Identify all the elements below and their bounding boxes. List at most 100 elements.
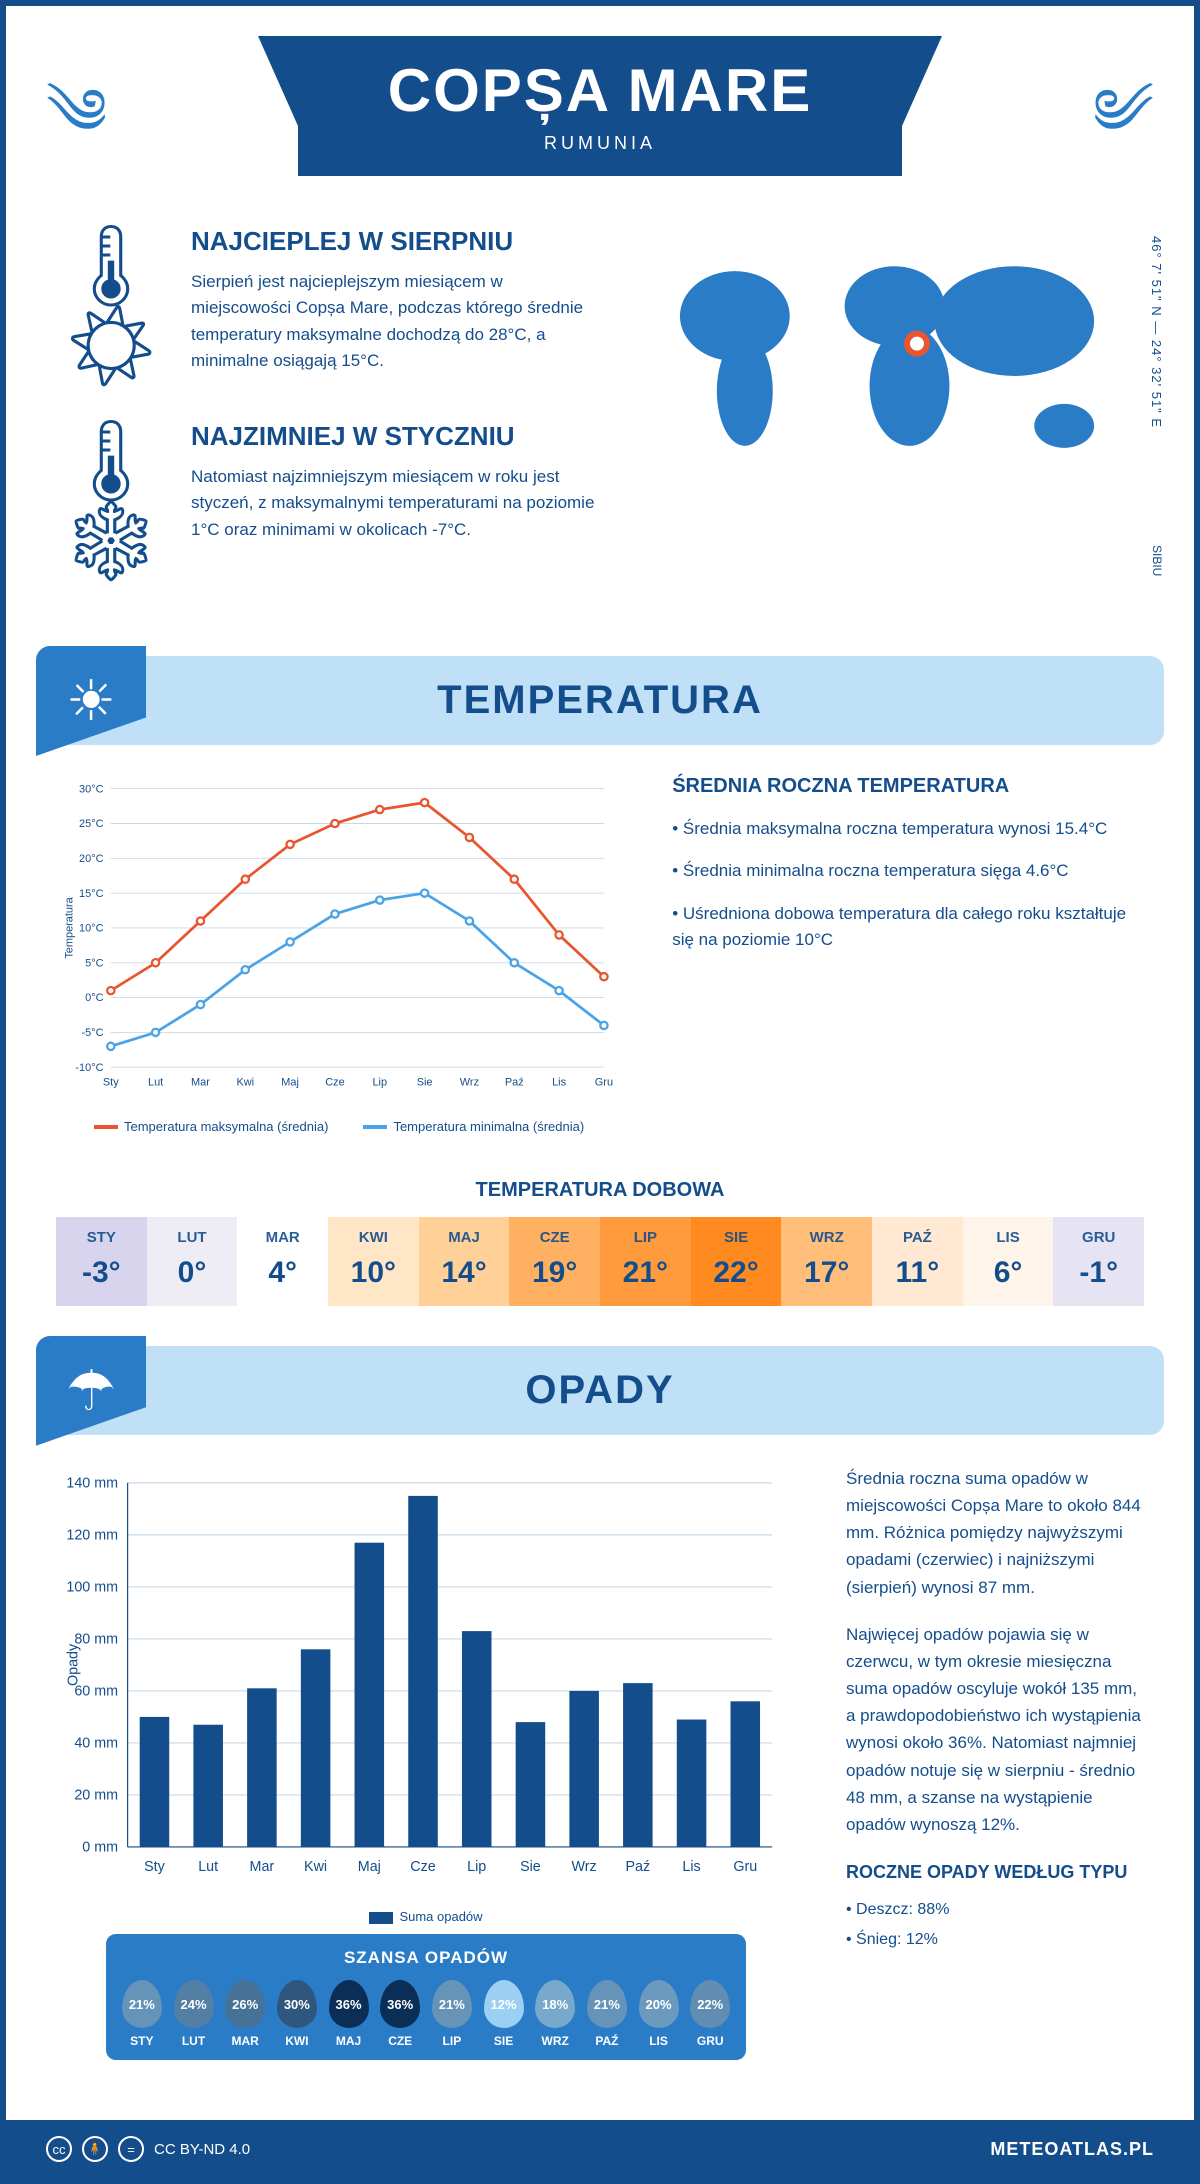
daily-temp-title: TEMPERATURA DOBOWA xyxy=(6,1179,1194,1202)
svg-text:20°C: 20°C xyxy=(79,853,104,865)
footer: cc 🧍 = CC BY-ND 4.0 METEOATLAS.PL xyxy=(6,2120,1194,2178)
daily-cell: LIS6° xyxy=(963,1217,1054,1306)
coordinates: 46° 7' 51" N — 24° 32' 51" E xyxy=(1149,236,1164,428)
chance-cell: 26%MAR xyxy=(219,1980,271,2048)
svg-text:Gru: Gru xyxy=(733,1859,757,1875)
chance-cell: 36%CZE xyxy=(374,1980,426,2048)
section-title: TEMPERATURA xyxy=(36,678,1164,723)
svg-text:10°C: 10°C xyxy=(79,923,104,935)
svg-text:Opady: Opady xyxy=(65,1643,81,1686)
chart-legend: Suma opadów xyxy=(56,1909,796,1924)
summary-text: Najwięcej opadów pojawia się w czerwcu, … xyxy=(846,1621,1144,1839)
daily-cell: LUT0° xyxy=(147,1217,238,1306)
svg-text:Lip: Lip xyxy=(372,1076,387,1088)
daily-cell: MAR4° xyxy=(237,1217,328,1306)
wind-icon: ༄ xyxy=(1093,41,1154,221)
svg-text:Temperatura: Temperatura xyxy=(63,896,75,958)
summary-bullet: Uśredniona dobowa temperatura dla całego… xyxy=(672,901,1144,954)
chart-legend: Temperatura maksymalna (średnia) Tempera… xyxy=(56,1119,622,1134)
svg-text:Cze: Cze xyxy=(410,1859,435,1875)
fact-title: NAJZIMNIEJ W STYCZNIU xyxy=(191,421,605,452)
svg-text:Maj: Maj xyxy=(281,1076,299,1088)
svg-text:60 mm: 60 mm xyxy=(74,1683,118,1699)
by-icon: 🧍 xyxy=(82,2136,108,2162)
svg-text:Paź: Paź xyxy=(505,1076,524,1088)
thermometer-sun-icon: 🌡☀ xyxy=(56,226,166,386)
summary-bullet: Średnia minimalna roczna temperatura się… xyxy=(672,858,1144,884)
svg-text:Kwi: Kwi xyxy=(304,1859,327,1875)
legend-item: Temperatura minimalna (średnia) xyxy=(393,1119,584,1134)
temperature-chart: -10°C-5°C0°C5°C10°C15°C20°C25°C30°CStyLu… xyxy=(56,775,622,1134)
svg-text:Sty: Sty xyxy=(103,1076,119,1088)
daily-cell: LIP21° xyxy=(600,1217,691,1306)
page-title: COPȘA MARE xyxy=(388,56,812,125)
svg-text:20 mm: 20 mm xyxy=(74,1787,118,1803)
sun-icon: ☀ xyxy=(36,646,146,756)
chance-cell: 18%WRZ xyxy=(529,1980,581,2048)
svg-text:Wrz: Wrz xyxy=(572,1859,597,1875)
daily-cell: CZE19° xyxy=(509,1217,600,1306)
nd-icon: = xyxy=(118,2136,144,2162)
daily-temp-strip: STY-3°LUT0°MAR4°KWI10°MAJ14°CZE19°LIP21°… xyxy=(56,1217,1144,1306)
svg-text:Sie: Sie xyxy=(417,1076,433,1088)
svg-text:Sie: Sie xyxy=(520,1859,541,1875)
chance-cell: 12%SIE xyxy=(478,1980,530,2048)
chance-cell: 21%STY xyxy=(116,1980,168,2048)
daily-cell: GRU-1° xyxy=(1053,1217,1144,1306)
svg-text:Gru: Gru xyxy=(595,1076,613,1088)
precip-chart: 0 mm20 mm40 mm60 mm80 mm100 mm120 mm140 … xyxy=(56,1465,796,1895)
fact-coldest: 🌡❄ NAJZIMNIEJ W STYCZNIU Natomiast najzi… xyxy=(56,421,605,581)
section-precip: ☂ OPADY xyxy=(36,1346,1164,1435)
svg-text:Lut: Lut xyxy=(148,1076,163,1088)
thermometer-snow-icon: 🌡❄ xyxy=(56,421,166,581)
svg-text:15°C: 15°C xyxy=(79,888,104,900)
world-map: 46° 7' 51" N — 24° 32' 51" E SIBIU xyxy=(645,226,1144,616)
svg-text:100 mm: 100 mm xyxy=(66,1579,118,1595)
fact-title: NAJCIEPLEJ W SIERPNIU xyxy=(191,226,605,257)
header: ༄ COPȘA MARE RUMUNIA ༄ xyxy=(6,6,1194,216)
daily-cell: MAJ14° xyxy=(419,1217,510,1306)
svg-text:Lis: Lis xyxy=(552,1076,567,1088)
chance-cell: 36%MAJ xyxy=(323,1980,375,2048)
svg-text:Cze: Cze xyxy=(325,1076,344,1088)
page-subtitle: RUMUNIA xyxy=(388,133,812,154)
region-label: SIBIU xyxy=(1150,545,1164,576)
chance-title: SZANSA OPADÓW xyxy=(116,1948,736,1968)
chance-cell: 22%GRU xyxy=(684,1980,736,2048)
daily-cell: WRZ17° xyxy=(781,1217,872,1306)
precip-summary: Średnia roczna suma opadów w miejscowośc… xyxy=(846,1465,1144,2061)
precip-chance-strip: SZANSA OPADÓW 21%STY24%LUT26%MAR30%KWI36… xyxy=(106,1934,746,2060)
svg-text:0°C: 0°C xyxy=(85,992,103,1004)
chance-cell: 24%LUT xyxy=(168,1980,220,2048)
title-ribbon: COPȘA MARE RUMUNIA xyxy=(298,36,902,176)
world-map-svg xyxy=(645,226,1144,506)
chance-cell: 20%LIS xyxy=(633,1980,685,2048)
precip-type-snow: • Śnieg: 12% xyxy=(846,1927,1144,1953)
summary-title: ŚREDNIA ROCZNA TEMPERATURA xyxy=(672,775,1144,798)
legend-item: Temperatura maksymalna (średnia) xyxy=(124,1119,328,1134)
svg-text:Lip: Lip xyxy=(467,1859,486,1875)
svg-text:Wrz: Wrz xyxy=(460,1076,479,1088)
svg-text:Mar: Mar xyxy=(191,1076,210,1088)
fact-text: Natomiast najzimniejszym miesiącem w rok… xyxy=(191,464,605,543)
svg-text:Kwi: Kwi xyxy=(236,1076,254,1088)
legend-item: Suma opadów xyxy=(399,1909,482,1924)
daily-cell: STY-3° xyxy=(56,1217,147,1306)
svg-text:40 mm: 40 mm xyxy=(74,1735,118,1751)
svg-text:Lis: Lis xyxy=(682,1859,700,1875)
svg-text:-10°C: -10°C xyxy=(75,1062,103,1074)
location-marker-icon xyxy=(907,334,927,354)
daily-cell: KWI10° xyxy=(328,1217,419,1306)
site-name: METEOATLAS.PL xyxy=(990,2139,1154,2160)
license-text: CC BY-ND 4.0 xyxy=(154,2141,250,2158)
chance-cell: 30%KWI xyxy=(271,1980,323,2048)
svg-text:30°C: 30°C xyxy=(79,783,104,795)
precip-type-rain: • Deszcz: 88% xyxy=(846,1897,1144,1923)
wind-icon: ༄ xyxy=(46,41,107,221)
svg-text:Lut: Lut xyxy=(198,1859,218,1875)
chance-cell: 21%LIP xyxy=(426,1980,478,2048)
summary-bullet: Średnia maksymalna roczna temperatura wy… xyxy=(672,816,1144,842)
section-title: OPADY xyxy=(36,1368,1164,1413)
svg-text:140 mm: 140 mm xyxy=(66,1475,118,1491)
precip-type: ROCZNE OPADY WEDŁUG TYPU • Deszcz: 88% •… xyxy=(846,1858,1144,1952)
